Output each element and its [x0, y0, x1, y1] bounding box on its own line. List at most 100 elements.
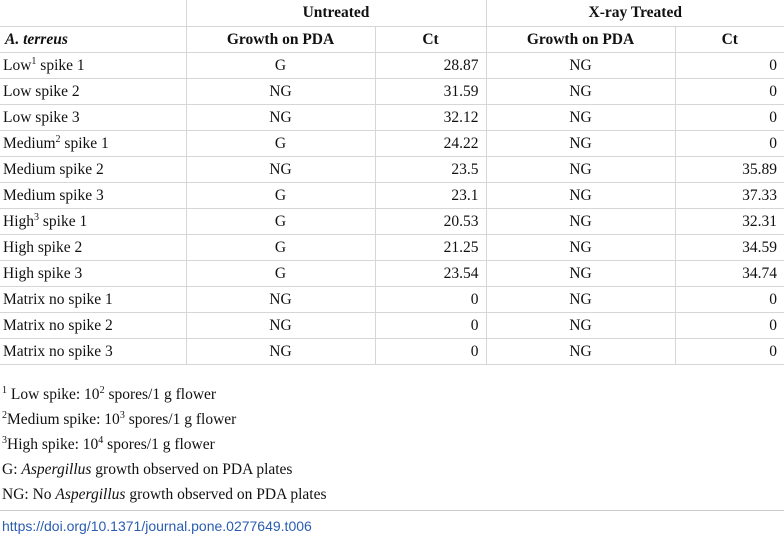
untreated-growth-cell: NG [185, 156, 375, 183]
row-label-text: Low spike 2 [3, 83, 80, 100]
untreated-ct-cell: 20.53 [374, 208, 486, 235]
xray-ct-cell: 34.74 [674, 260, 784, 287]
xray-ct-cell: 0 [674, 78, 784, 105]
xray-ct-cell: 0 [674, 130, 784, 157]
table-row: Matrix no spike 3 NG 0 NG 0 [0, 338, 784, 365]
footnote-text: growth observed on PDA plates [91, 461, 293, 478]
column-header-xray-ct: Ct [674, 26, 784, 53]
untreated-ct-cell: 0 [374, 286, 486, 313]
group-header-blank [0, 0, 186, 27]
row-label: Matrix no spike 3 [0, 338, 186, 365]
row-label-text: spike 1 [36, 57, 85, 74]
footnote-marker: 2 [2, 409, 7, 421]
footnote-text: Low spike: 10 [7, 386, 100, 403]
xray-ct-cell: 0 [674, 338, 784, 365]
footnote-genus: Aspergillus [21, 461, 92, 478]
footnote-marker: 2 [55, 133, 61, 145]
row-label-text: Low [3, 57, 32, 74]
xray-ct-cell: 37.33 [674, 182, 784, 209]
row-label-text: High spike 2 [3, 239, 83, 256]
row-label-text: Medium spike 3 [3, 187, 104, 204]
untreated-growth-cell: G [185, 260, 375, 287]
table-row: High spike 2 G 21.25 NG 34.59 [0, 234, 784, 261]
xray-ct-cell: 0 [674, 286, 784, 313]
row-label: Medium spike 2 [0, 156, 186, 183]
row-label-text: Matrix no spike 3 [3, 343, 113, 360]
untreated-growth-cell: G [185, 234, 375, 261]
xray-growth-cell: NG [485, 286, 675, 313]
row-label: Matrix no spike 2 [0, 312, 186, 339]
row-label-text: Matrix no spike 2 [3, 317, 113, 334]
xray-ct-cell: 34.59 [674, 234, 784, 261]
row-label-text: spike 1 [60, 135, 109, 152]
row-label: Matrix no spike 1 [0, 286, 186, 313]
column-header-xray-growth: Growth on PDA [485, 26, 675, 53]
untreated-growth-cell: NG [185, 78, 375, 105]
untreated-ct-cell: 23.5 [374, 156, 486, 183]
xray-ct-cell: 0 [674, 52, 784, 79]
footnote-text: spores/1 g flower [104, 386, 217, 403]
untreated-ct-cell: 21.25 [374, 234, 486, 261]
table-row: Medium spike 3 G 23.1 NG 37.33 [0, 182, 784, 209]
row-label-text: Matrix no spike 1 [3, 291, 113, 308]
xray-ct-cell: 32.31 [674, 208, 784, 235]
row-label: High3 spike 1 [0, 208, 186, 235]
group-header-untreated: Untreated [185, 0, 486, 27]
untreated-ct-cell: 0 [374, 338, 486, 365]
footnote-marker: 3 [2, 434, 7, 446]
untreated-growth-cell: NG [185, 312, 375, 339]
xray-growth-cell: NG [485, 208, 675, 235]
row-label-text: High [3, 213, 34, 230]
table-row: Medium2 spike 1 G 24.22 NG 0 [0, 130, 784, 157]
xray-ct-cell: 35.89 [674, 156, 784, 183]
doi-link[interactable]: https://doi.org/10.1371/journal.pone.027… [2, 518, 312, 534]
footnote-marker: 3 [34, 211, 39, 223]
row-label: Low spike 2 [0, 78, 186, 105]
footnote-text: spores/1 g flower [124, 411, 237, 428]
table-row: High3 spike 1 G 20.53 NG 32.31 [0, 208, 784, 235]
footnote-growth-ng: NG: No Aspergillus growth observed on PD… [2, 482, 782, 507]
row-label-text: Medium [3, 135, 56, 152]
table-row: Low1 spike 1 G 28.87 NG 0 [0, 52, 784, 79]
row-label: High spike 3 [0, 260, 186, 287]
column-header-untreated-growth: Growth on PDA [185, 26, 375, 53]
footnote-exponent: 4 [98, 434, 104, 446]
footnote-marker: 1 [2, 384, 7, 396]
untreated-ct-cell: 0 [374, 312, 486, 339]
row-label-text: Medium spike 2 [3, 161, 104, 178]
untreated-growth-cell: G [185, 130, 375, 157]
table-row: Medium spike 2 NG 23.5 NG 35.89 [0, 156, 784, 183]
xray-growth-cell: NG [485, 156, 675, 183]
footnote-text: High spike: 10 [7, 436, 99, 453]
untreated-growth-cell: G [185, 208, 375, 235]
footnote-text: growth observed on PDA plates [125, 486, 327, 503]
column-header-species: A. terreus [0, 26, 186, 53]
xray-growth-cell: NG [485, 312, 675, 339]
footnote-marker: 1 [31, 55, 37, 67]
footnote-exponent: 3 [119, 409, 125, 421]
xray-growth-cell: NG [485, 182, 675, 209]
row-label: Low1 spike 1 [0, 52, 186, 79]
xray-ct-cell: 0 [674, 312, 784, 339]
untreated-growth-cell: G [185, 182, 375, 209]
xray-ct-cell: 0 [674, 104, 784, 131]
xray-growth-cell: NG [485, 52, 675, 79]
table-body: Low1 spike 1 G 28.87 NG 0 Low spike 2 NG 31.59 N… [0, 52, 784, 365]
untreated-ct-cell: 23.54 [374, 260, 486, 287]
xray-growth-cell: NG [485, 234, 675, 261]
untreated-growth-cell: NG [185, 286, 375, 313]
untreated-ct-cell: 24.22 [374, 130, 486, 157]
untreated-ct-cell: 23.1 [374, 182, 486, 209]
column-header-row: A. terreus Growth on PDA Ct Growth on PD… [0, 26, 784, 53]
table-row: Matrix no spike 2 NG 0 NG 0 [0, 312, 784, 339]
footnote-exponent: 2 [99, 384, 105, 396]
row-label: Low spike 3 [0, 104, 186, 131]
column-header-untreated-ct: Ct [374, 26, 486, 53]
footnote-text: Medium spike: 10 [7, 411, 120, 428]
footnotes: 1 Low spike: 102 spores/1 g flower 2Medi… [2, 382, 782, 507]
untreated-growth-cell: G [185, 52, 375, 79]
footnote-text: G: [2, 461, 22, 478]
table-row: High spike 3 G 23.54 NG 34.74 [0, 260, 784, 287]
footnote-growth-g: G: Aspergillus growth observed on PDA pl… [2, 457, 782, 482]
untreated-ct-cell: 28.87 [374, 52, 486, 79]
